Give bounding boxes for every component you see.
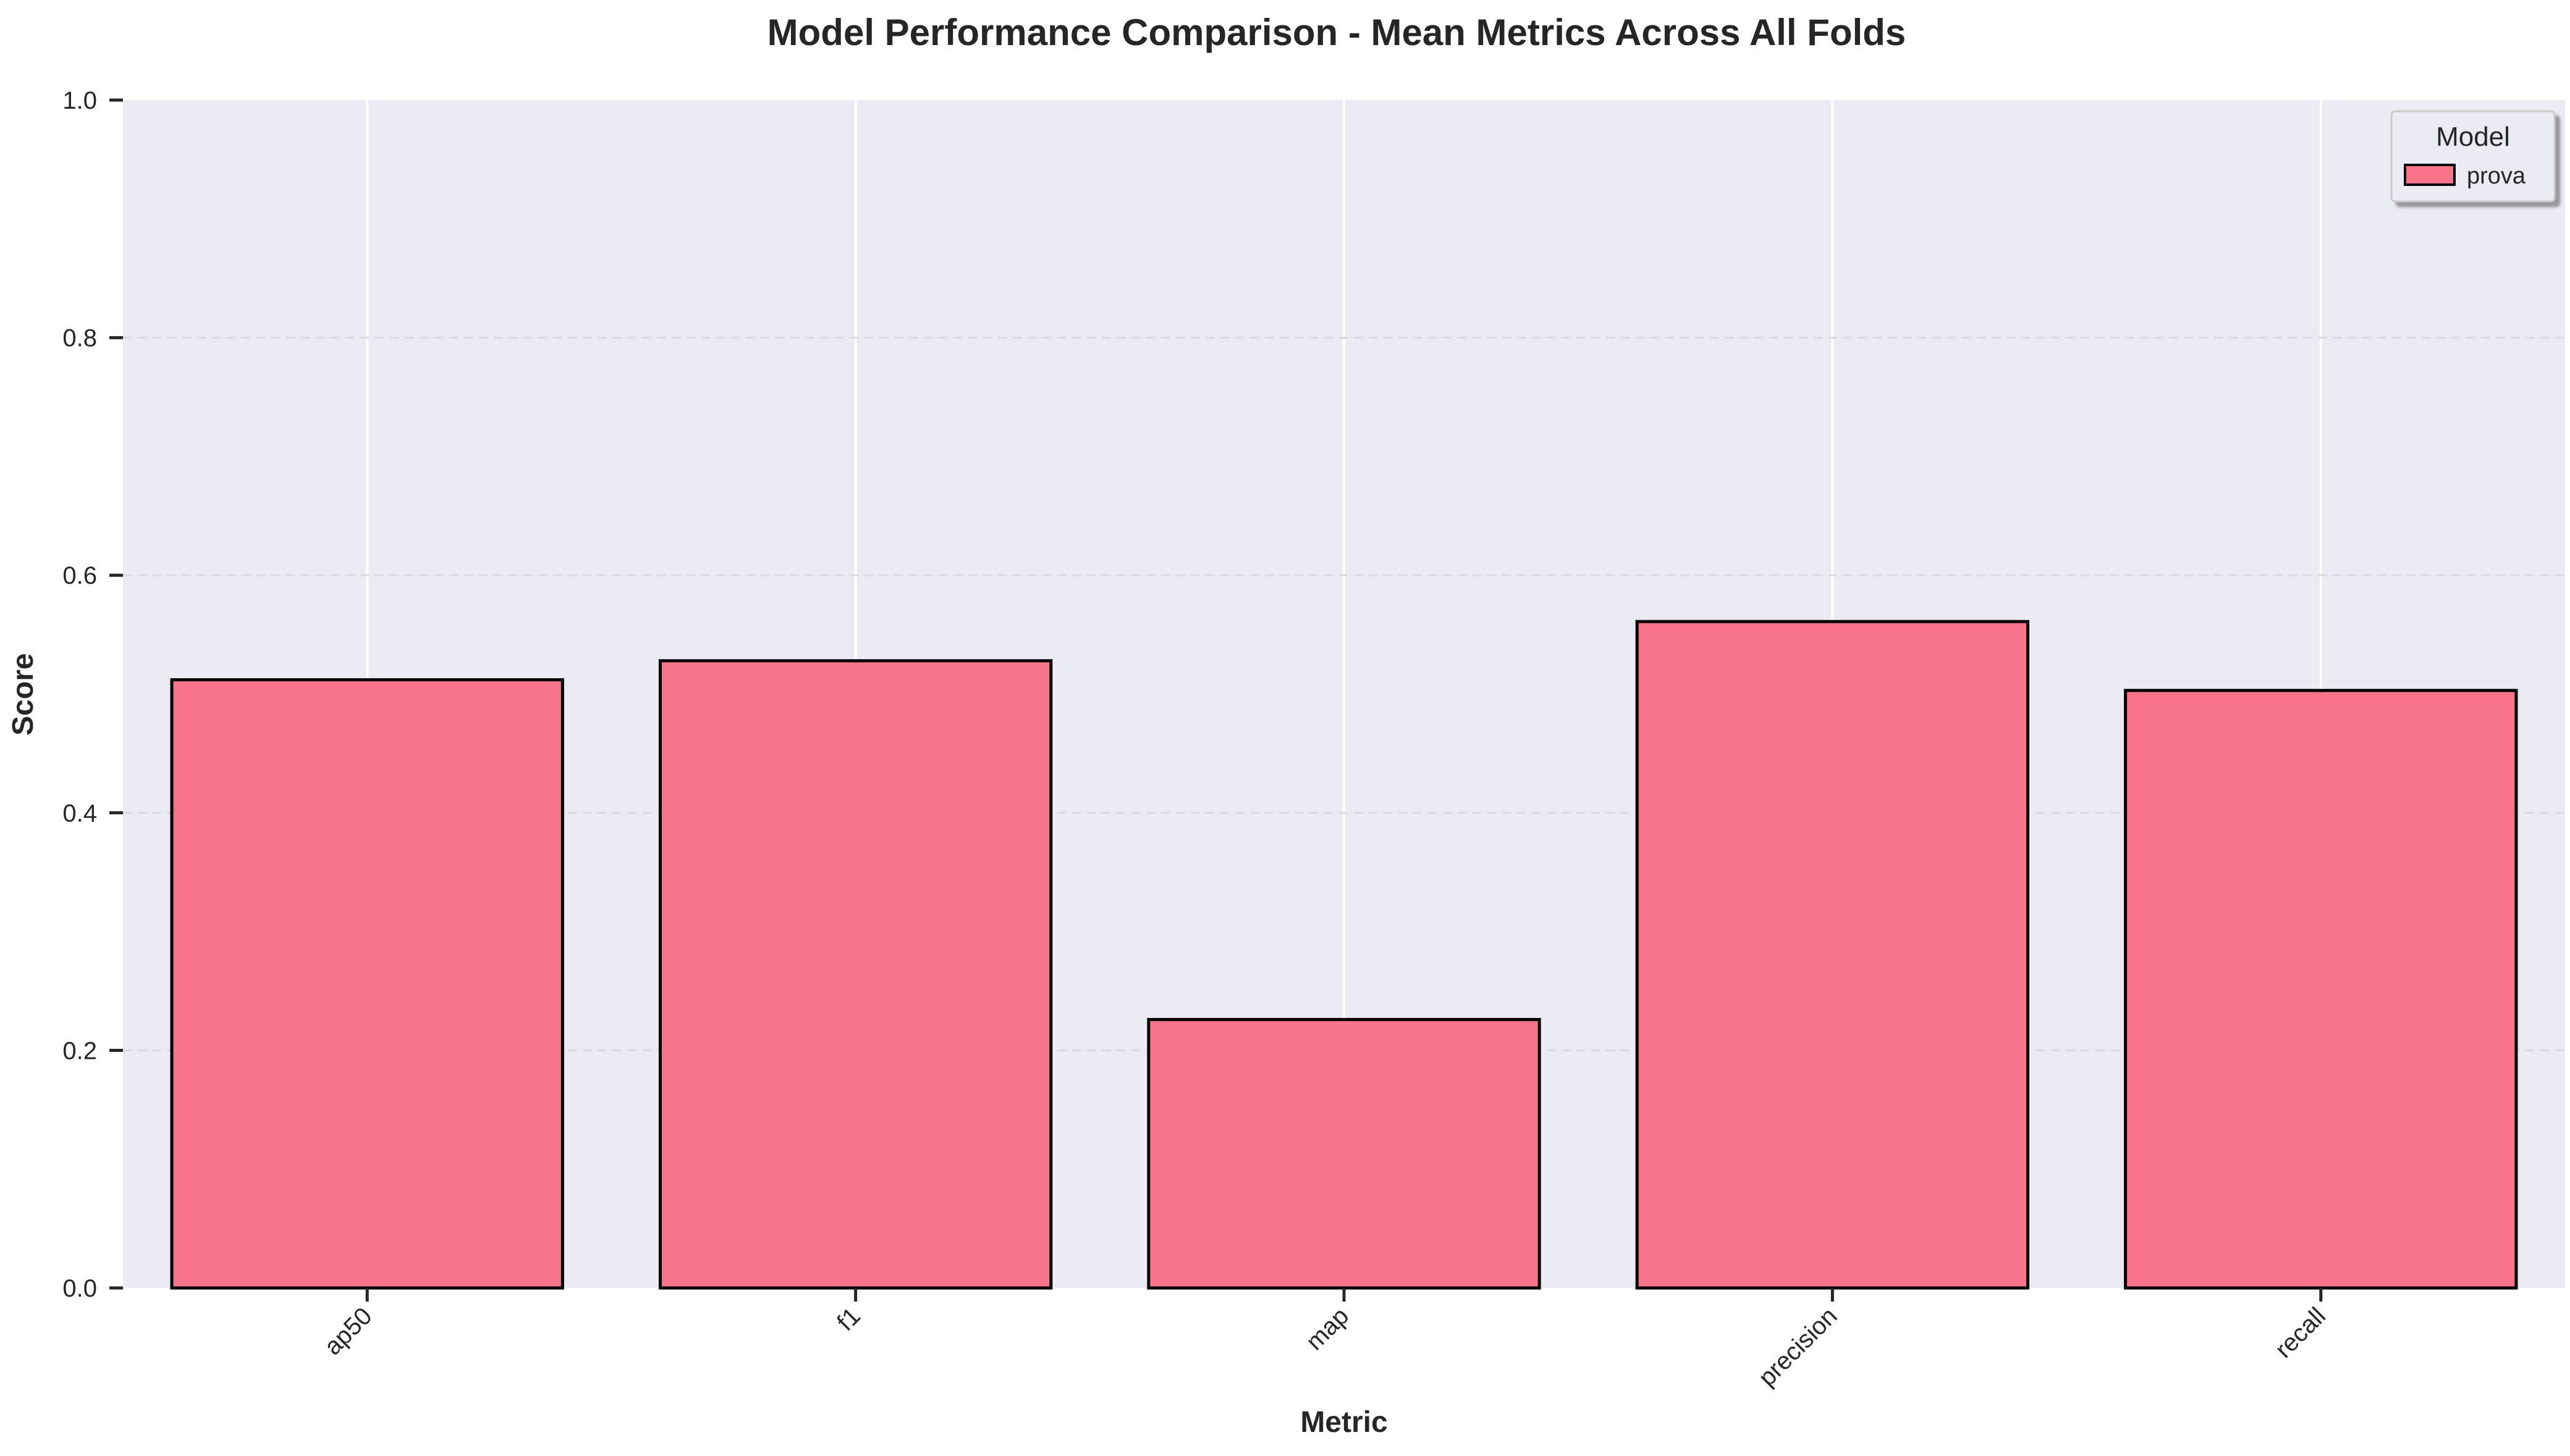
legend-title: Model xyxy=(2436,122,2510,152)
bar-f1 xyxy=(658,659,1053,1290)
y-tick-label: 0.6 xyxy=(62,562,97,589)
y-tick-label: 0.0 xyxy=(62,1275,97,1302)
x-tick-label: recall xyxy=(2270,1302,2331,1363)
y-axis-label: Score xyxy=(7,653,40,735)
x-tick-label: precision xyxy=(1753,1302,1842,1391)
x-tick-label: map xyxy=(1301,1302,1354,1355)
y-axis: 0.0 0.2 0.4 0.6 0.8 1.0 xyxy=(62,87,123,1302)
y-tick-label: 0.2 xyxy=(62,1037,97,1064)
x-tick-label: ap50 xyxy=(319,1302,378,1360)
legend-swatch xyxy=(2404,164,2456,186)
x-axis-label: Metric xyxy=(1300,1406,1387,1439)
y-tick-label: 1.0 xyxy=(62,87,97,114)
legend-entry-label: prova xyxy=(2467,163,2526,189)
x-tick-label: f1 xyxy=(832,1302,866,1336)
x-axis: ap50 f1 map precision recall xyxy=(319,1288,2331,1392)
y-tick-label: 0.8 xyxy=(62,325,97,352)
bar-recall xyxy=(2124,689,2518,1290)
chart-title: Model Performance Comparison - Mean Metr… xyxy=(767,12,1906,53)
y-tick-label: 0.4 xyxy=(62,800,97,827)
bar-precision xyxy=(1635,620,2030,1290)
legend: Model prova xyxy=(2390,110,2556,203)
bars xyxy=(170,620,2518,1290)
bar-map xyxy=(1147,1017,1541,1290)
bar-ap50 xyxy=(170,678,564,1290)
